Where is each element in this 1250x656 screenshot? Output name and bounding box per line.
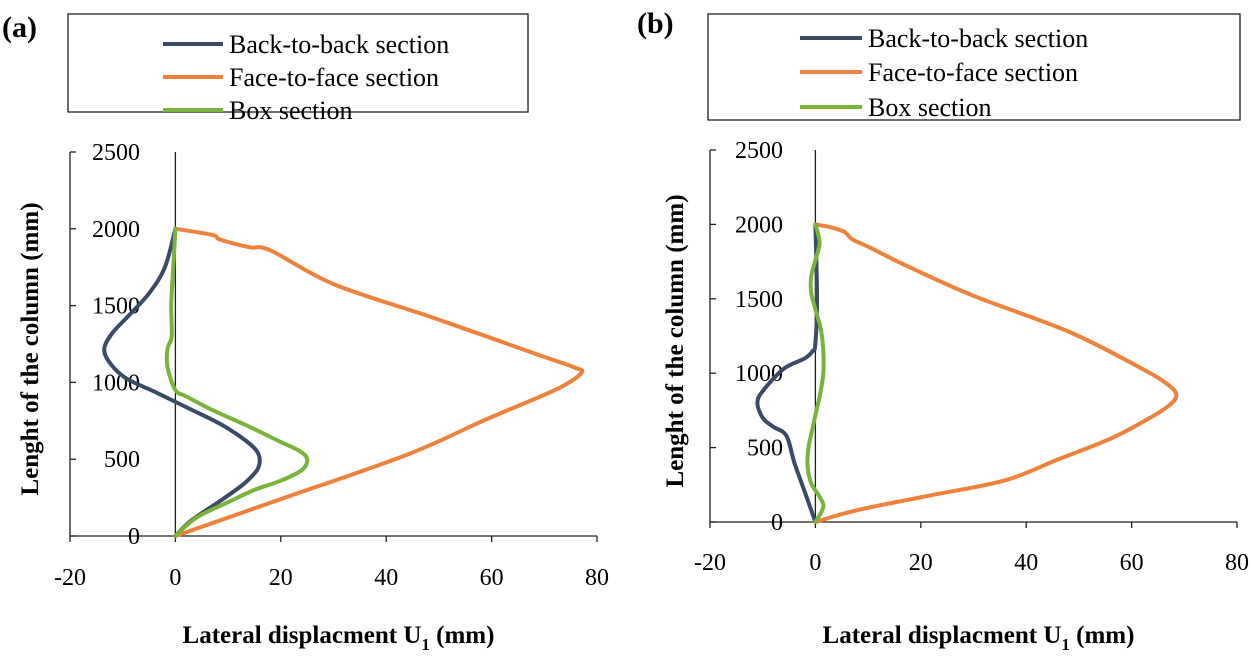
x-tick-label: 60 [1120,550,1144,576]
x-axis-title-main: Lateral displacment U [823,622,1062,649]
x-tick-label: -20 [54,565,86,591]
series-line-1 [173,226,585,538]
x-axis-title-main: Lateral displacment U [183,622,422,649]
y-axis-title: Lenght of the column (mm) [662,194,689,487]
x-tick-label: 40 [374,565,398,591]
x-tick-label: 0 [809,550,821,576]
x-axis-title-unit: (mm) [430,622,495,649]
x-axis-title-subscript: 1 [1061,635,1070,654]
y-tick-label: 2000 [92,217,140,243]
x-axis-title: Lateral displacment U1 (mm) [823,622,1135,654]
chart-panel-b: (b) Back-to-back section Face-to-face sect… [637,7,1249,654]
legend-label: Face-to-face section [229,63,439,92]
x-tick-label: 60 [480,565,504,591]
legend-label: Box section [868,93,992,122]
y-tick-label: 0 [771,510,783,536]
series-line-2 [805,222,826,524]
x-axis-title-unit: (mm) [1070,622,1135,649]
series-line-1 [813,222,1179,524]
y-tick-label: 1500 [735,287,783,313]
x-tick-label: 20 [269,565,293,591]
series-line-2 [164,226,310,538]
panel-label: (b) [637,7,674,40]
y-tick-label: 2000 [735,212,783,238]
legend-label: Face-to-face section [868,58,1078,87]
y-tick-label: 500 [104,447,140,473]
x-tick-label: -20 [694,550,726,576]
y-axis-title: Lenght of the column (mm) [17,202,44,495]
legend-box [707,13,1241,121]
x-axis-title-subscript: 1 [421,635,430,654]
y-tick-label: 0 [128,524,140,550]
y-tick-label: 1500 [92,294,140,320]
x-tick-label: 40 [1014,550,1038,576]
legend-label: Back-to-back section [868,24,1088,53]
chart-panel-a: (a) Back-to-back section Face-to-face sect… [2,11,609,654]
legend-label: Back-to-back section [229,30,449,59]
series-line-0 [755,222,819,524]
x-tick-label: 80 [585,565,609,591]
panel-label: (a) [2,11,37,44]
legend-box [67,13,529,113]
series-line-0 [102,226,262,538]
x-axis-title: Lateral displacment U1 (mm) [183,622,495,654]
legend-label: Box section [229,96,353,125]
y-tick-label: 500 [747,436,783,462]
y-tick-label: 2500 [735,138,783,164]
y-tick-label: 2500 [92,140,140,166]
x-tick-label: 20 [909,550,933,576]
x-tick-label: 0 [169,565,181,591]
x-tick-label: 80 [1225,550,1249,576]
